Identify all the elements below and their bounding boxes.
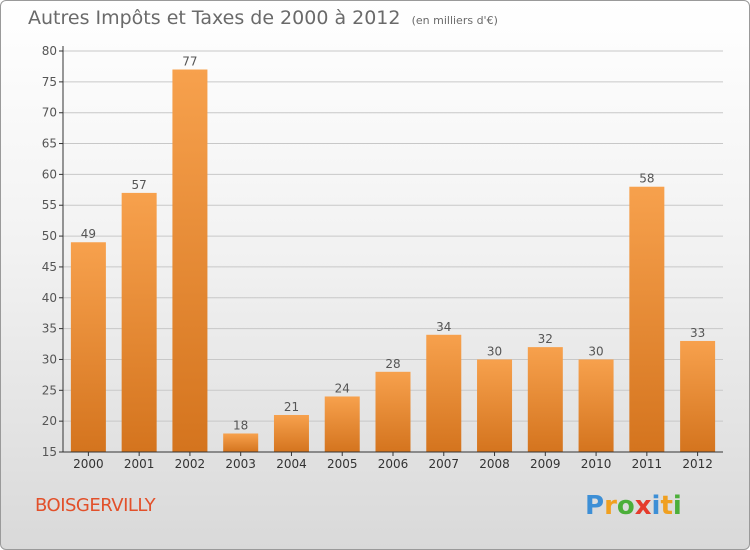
- commune-name: BOISGERVILLY: [35, 495, 156, 516]
- bar-2007: [426, 334, 462, 452]
- bar-2011: [629, 186, 665, 452]
- x-tick-label: 2009: [530, 457, 561, 471]
- value-label-2000: 49: [81, 227, 96, 241]
- value-label-2008: 30: [487, 344, 502, 358]
- x-tick-label: 2000: [73, 457, 104, 471]
- logo-letter: i: [651, 491, 661, 521]
- chart-title-block: Autres Impôts et Taxes de 2000 à 2012 (e…: [28, 7, 498, 29]
- logo-letter: i: [672, 491, 682, 521]
- logo-letter: t: [660, 491, 673, 521]
- y-tick-label: 70: [42, 106, 57, 120]
- x-tick-label: 2010: [581, 457, 612, 471]
- x-tick-label: 2006: [378, 457, 409, 471]
- y-tick-label: 60: [42, 167, 57, 181]
- unit-note: (en milliers d'€): [411, 14, 498, 27]
- y-tick-label: 45: [42, 260, 57, 274]
- x-tick-label: 2007: [428, 457, 459, 471]
- bar-2004: [273, 414, 309, 452]
- logo-letter: o: [616, 491, 635, 521]
- y-tick-label: 80: [42, 44, 57, 58]
- x-tick-label: 2001: [124, 457, 155, 471]
- labels: 15 20 25 30 35 40 45 50 55 60 65 70 75 80 49 2000 57 2001…: [42, 44, 713, 471]
- value-label-2004: 21: [284, 400, 299, 414]
- y-tick-label: 20: [42, 414, 57, 428]
- logo-letter: x: [634, 491, 652, 521]
- y-tick-label: 75: [42, 75, 57, 89]
- y-tick-label: 40: [42, 291, 57, 305]
- x-tick-label: 2011: [632, 457, 663, 471]
- value-label-2002: 77: [182, 55, 197, 69]
- logo-letter: r: [604, 491, 617, 521]
- chart-title: Autres Impôts et Taxes de 2000 à 2012: [28, 7, 401, 29]
- y-tick-label: 50: [42, 229, 57, 243]
- bar-2008: [477, 359, 513, 452]
- value-label-2011: 58: [639, 172, 654, 186]
- bar-2000: [70, 242, 106, 452]
- bar-2005: [324, 396, 360, 452]
- x-tick-label: 2005: [327, 457, 358, 471]
- bar-2012: [680, 340, 716, 452]
- y-tick-label: 30: [42, 352, 57, 366]
- logo-letter: P: [585, 491, 605, 521]
- bar-2010: [578, 359, 614, 452]
- value-label-2007: 34: [436, 320, 451, 334]
- bar-2002: [172, 69, 208, 452]
- bar-2009: [527, 347, 563, 452]
- value-label-2012: 33: [690, 326, 705, 340]
- bar-2001: [121, 192, 157, 452]
- value-label-2006: 28: [385, 357, 400, 371]
- value-label-2010: 30: [588, 344, 603, 358]
- x-tick-label: 2012: [682, 457, 713, 471]
- bar-2003: [223, 433, 259, 452]
- y-tick-label: 55: [42, 198, 57, 212]
- x-tick-label: 2004: [276, 457, 307, 471]
- value-label-2005: 24: [335, 381, 350, 395]
- x-tick-label: 2008: [479, 457, 510, 471]
- value-label-2003: 18: [233, 418, 248, 432]
- bar-2006: [375, 371, 411, 452]
- value-label-2009: 32: [538, 332, 553, 346]
- x-tick-label: 2002: [175, 457, 206, 471]
- y-tick-label: 25: [42, 383, 57, 397]
- bars: [70, 69, 716, 452]
- proxiti-logo: Proxiti: [585, 491, 682, 521]
- y-tick-label: 35: [42, 322, 57, 336]
- y-tick-label: 65: [42, 137, 57, 151]
- y-tick-label: 15: [42, 445, 57, 459]
- x-tick-label: 2003: [225, 457, 256, 471]
- value-label-2001: 57: [132, 178, 147, 192]
- axes: [59, 46, 723, 456]
